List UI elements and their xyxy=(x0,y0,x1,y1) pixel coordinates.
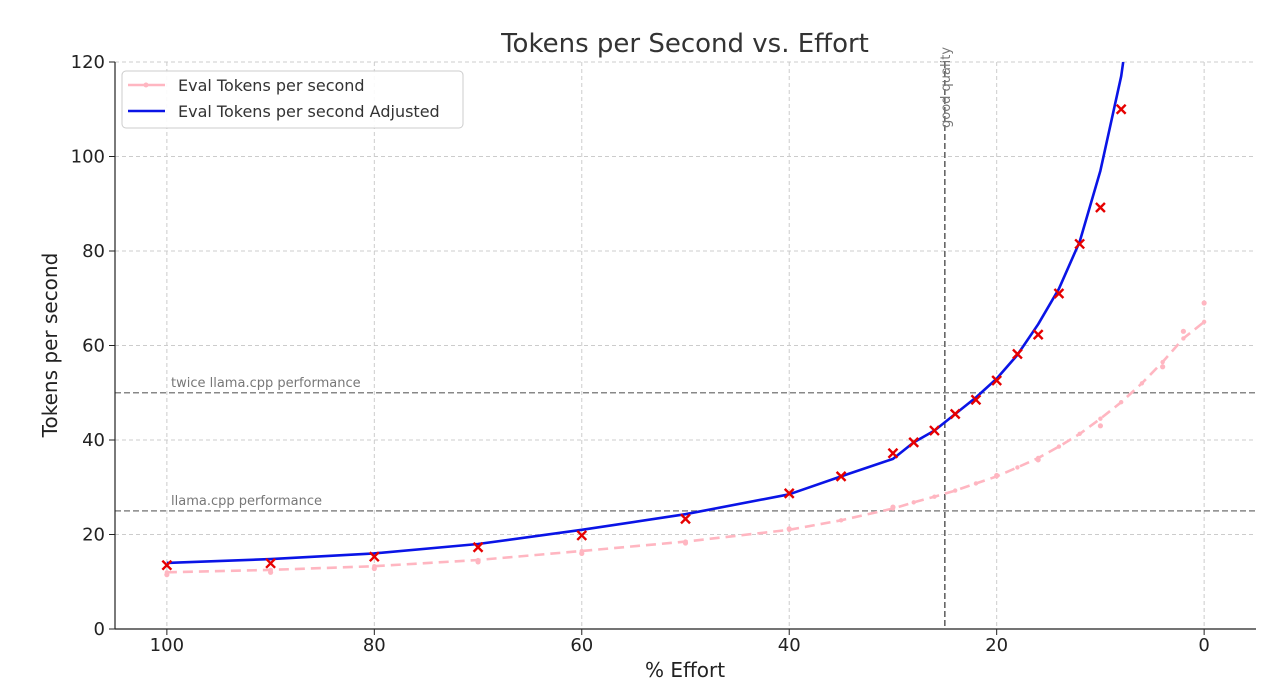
series-point-eval xyxy=(838,518,844,523)
series-point-eval xyxy=(1035,455,1041,461)
data-marker-stroke xyxy=(1074,238,1086,250)
data-marker-stroke xyxy=(1095,202,1106,213)
data-marker-stroke xyxy=(1053,288,1065,299)
data-marker-stroke xyxy=(680,513,691,525)
data-marker-stroke xyxy=(970,394,982,406)
faint-point xyxy=(1160,364,1166,370)
y-axis-label: Tokens per second xyxy=(38,253,62,439)
data-marker-stroke xyxy=(265,557,276,569)
y-tick-label: 40 xyxy=(82,430,105,451)
faint-point xyxy=(1180,328,1186,334)
series-point-eval xyxy=(1077,431,1082,437)
y-tick-label: 80 xyxy=(82,241,105,262)
data-marker-x xyxy=(576,530,588,541)
x-tick-label: 0 xyxy=(1198,635,1209,656)
data-marker-x xyxy=(887,447,899,459)
series-point-eval xyxy=(579,548,584,554)
data-marker-x xyxy=(1053,288,1065,299)
data-marker-x xyxy=(680,513,691,525)
faint-point xyxy=(1201,300,1207,306)
x-tick-label: 20 xyxy=(985,635,1008,656)
series-point-eval xyxy=(1160,359,1165,365)
data-marker-stroke xyxy=(472,541,484,553)
data-marker-stroke xyxy=(368,551,380,563)
series-point-eval xyxy=(994,474,999,479)
reference-line-label: llama.cpp performance xyxy=(171,494,322,509)
series-point-eval xyxy=(952,488,958,493)
chart-title: Tokens per Second vs. Effort xyxy=(500,29,869,59)
data-marker-x xyxy=(835,471,847,482)
series-point-eval xyxy=(164,570,170,575)
data-marker-stroke xyxy=(783,488,795,499)
data-marker-x xyxy=(1095,202,1106,213)
data-marker-stroke xyxy=(929,425,940,436)
data-marker-x xyxy=(1115,103,1127,115)
series-point-eval xyxy=(475,557,481,563)
marker-layer xyxy=(161,103,1127,571)
data-marker-stroke xyxy=(835,471,847,482)
series-point-eval xyxy=(1201,319,1207,325)
x-tick-label: 60 xyxy=(570,635,593,656)
data-marker-stroke xyxy=(1115,103,1127,115)
data-marker-x xyxy=(161,559,173,571)
data-marker-x xyxy=(368,551,380,563)
legend-swatch-eval-marker xyxy=(143,82,149,88)
series-point-eval xyxy=(911,500,916,505)
data-marker-x xyxy=(929,425,940,436)
data-marker-stroke xyxy=(161,559,173,571)
series-point-eval xyxy=(973,481,979,486)
data-marker-stroke xyxy=(576,530,588,541)
reference-lines: twice llama.cpp performance llama.cpp per… xyxy=(115,47,1256,629)
data-marker-stroke xyxy=(908,437,920,448)
series-point-eval xyxy=(1015,465,1020,470)
data-marker-x xyxy=(908,437,920,448)
series-point-eval xyxy=(787,527,792,532)
series-point-eval xyxy=(372,563,377,569)
series-point-eval xyxy=(1098,416,1103,421)
y-tick-label: 60 xyxy=(82,336,105,357)
legend-label-adjusted: Eval Tokens per second Adjusted xyxy=(178,102,440,121)
data-marker-stroke xyxy=(1012,348,1023,360)
y-tick-label: 20 xyxy=(82,525,105,546)
y-tick-label: 120 xyxy=(71,52,105,73)
data-marker-stroke xyxy=(887,447,899,459)
data-marker-stroke xyxy=(949,408,961,420)
series-point-eval xyxy=(683,539,688,544)
series-point-eval xyxy=(1139,381,1145,386)
data-marker-x xyxy=(991,375,1003,386)
data-marker-stroke xyxy=(991,375,1003,386)
data-marker-x xyxy=(949,408,961,420)
x-tick-label: 100 xyxy=(150,635,184,656)
y-tick-label: 0 xyxy=(94,619,105,640)
series-line-adjusted xyxy=(166,61,1125,565)
x-axis-label: % Effort xyxy=(645,658,725,682)
x-tick-label: 80 xyxy=(363,635,386,656)
data-marker-x xyxy=(1074,238,1086,250)
series-point-eval xyxy=(890,506,896,511)
series-line-eval xyxy=(166,320,1205,574)
faint-point xyxy=(1097,423,1104,429)
reference-line-label: twice llama.cpp performance xyxy=(171,376,361,391)
data-marker-x xyxy=(472,541,484,553)
axes: 100 80 60 40 20 0 0 20 40 60 80 100 120 xyxy=(71,52,1256,656)
series-point-eval xyxy=(932,494,937,499)
y-tick-label: 100 xyxy=(71,147,105,168)
legend-label-eval: Eval Tokens per second xyxy=(178,76,365,95)
series-point-eval xyxy=(268,567,273,573)
data-marker-stroke xyxy=(1032,329,1044,340)
reference-line-vertical-label: good quality xyxy=(939,47,954,128)
series-point-eval xyxy=(1118,400,1124,405)
series-point-eval xyxy=(1056,444,1062,449)
data-marker-x xyxy=(265,557,276,569)
series-point-eval xyxy=(1181,336,1186,341)
legend-box xyxy=(121,70,464,129)
data-marker-x xyxy=(783,488,795,499)
legend: Eval Tokens per second Eval Tokens per s… xyxy=(121,70,464,129)
x-tick-label: 40 xyxy=(778,635,801,656)
data-marker-x xyxy=(1032,329,1044,340)
data-marker-x xyxy=(1012,348,1023,360)
data-marker-x xyxy=(970,394,982,406)
